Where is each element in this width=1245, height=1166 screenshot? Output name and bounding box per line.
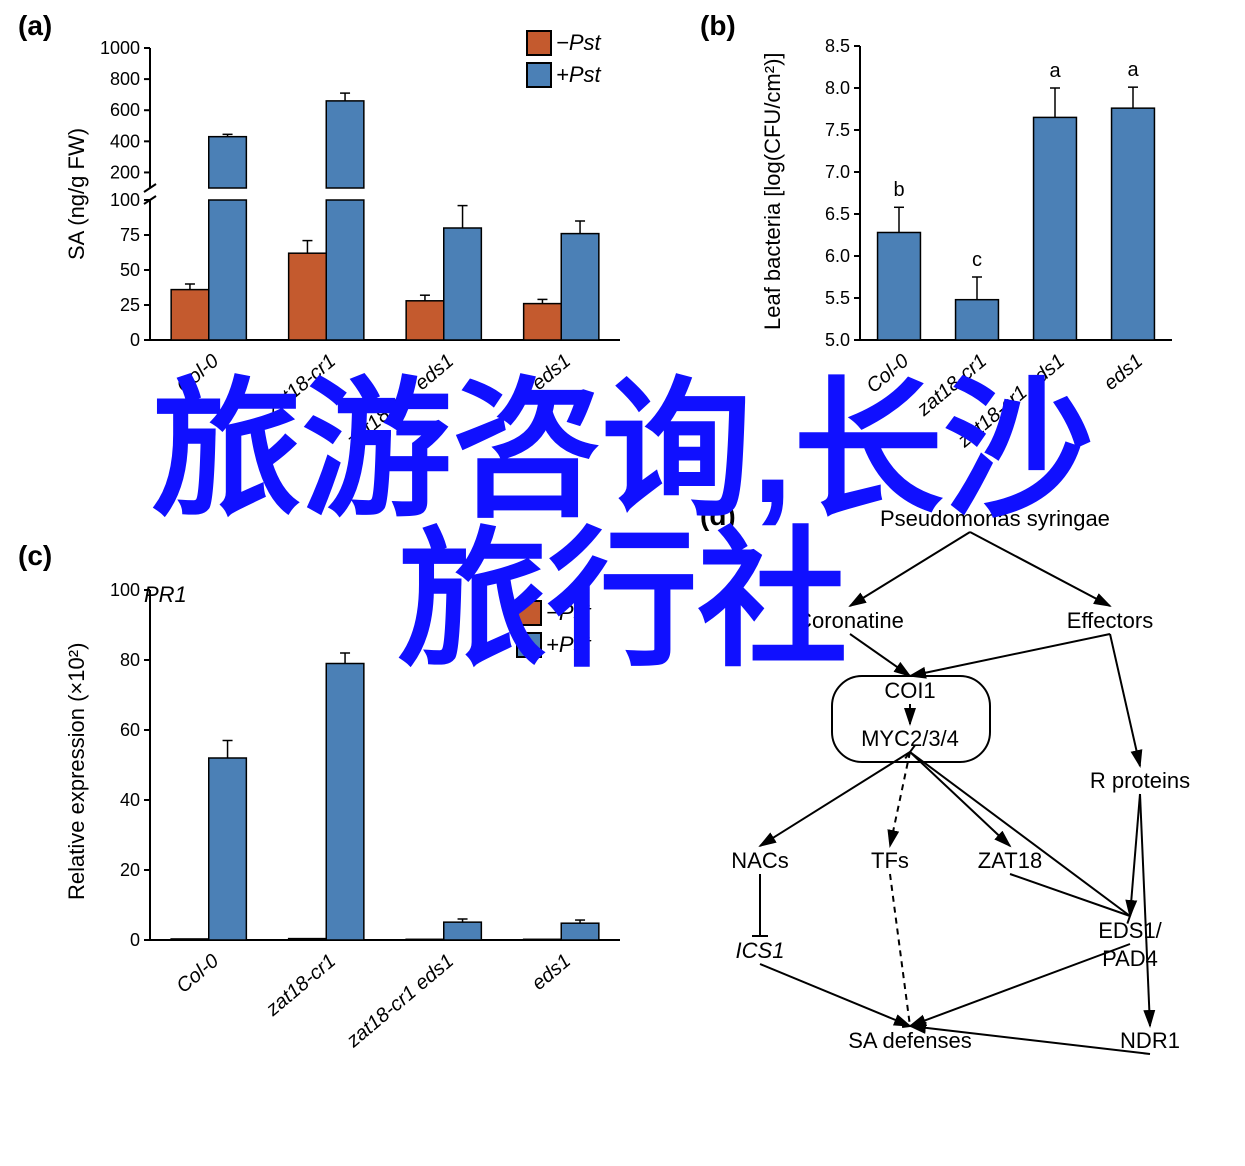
panel-c-xlabel: zat18-cr1 eds1 (337, 950, 459, 1058)
node-myc: MYC2/3/4 (820, 726, 1000, 752)
panel-a-label: (a) (18, 10, 52, 42)
panel-c-xlabel: eds1 (454, 950, 576, 1058)
node-cor: Coronatine (760, 608, 940, 634)
panel-a-xlabel: Col-0 (102, 350, 224, 458)
svg-text:8.0: 8.0 (825, 78, 850, 98)
panel-c-xlabel: Col-0 (102, 950, 224, 1058)
panel-b-sig: a (1040, 60, 1070, 83)
svg-text:25: 25 (120, 295, 140, 315)
svg-text:800: 800 (110, 69, 140, 89)
panel-a-xlabel: eds1 (454, 350, 576, 458)
panel-b-y-title: Leaf bacteria [log(CFU/cm²)] (760, 52, 786, 330)
panel-b-sig: c (962, 249, 992, 272)
node-sa: SA defenses (820, 1028, 1000, 1054)
svg-text:20: 20 (120, 860, 140, 880)
node-eds: EDS1/ (1040, 918, 1220, 944)
panel-a-xlabel: zat18-cr1 eds1 (337, 350, 459, 458)
svg-text:7.5: 7.5 (825, 120, 850, 140)
svg-text:7.0: 7.0 (825, 162, 850, 182)
panel-a-chart: 02550751002004006008001000 (110, 40, 630, 350)
panel-c-gene-label: PR1 (144, 582, 187, 608)
legend-c-minus-swatch (516, 600, 542, 626)
legend-c-plus-label: +Pst (546, 632, 591, 658)
svg-text:50: 50 (120, 260, 140, 280)
node-coi: COI1 (820, 678, 1000, 704)
legend-c-plus-swatch (516, 632, 542, 658)
panel-b-sig: b (884, 179, 914, 202)
node-eff: Effectors (1020, 608, 1200, 634)
node-ndr: NDR1 (1060, 1028, 1240, 1054)
svg-text:0: 0 (130, 330, 140, 350)
node-ps: Pseudomonas syringae (880, 506, 1060, 532)
legend-a-minus-label: −Pst (556, 30, 601, 56)
svg-text:200: 200 (110, 162, 140, 182)
svg-text:600: 600 (110, 100, 140, 120)
legend-a-plus-label: +Pst (556, 62, 601, 88)
node-zat: ZAT18 (920, 848, 1100, 874)
panel-b-sig: a (1118, 59, 1148, 82)
legend-c-minus-label: −Pst (546, 600, 591, 626)
svg-text:8.5: 8.5 (825, 36, 850, 56)
panel-b-label: (b) (700, 10, 736, 42)
panel-d-diagram (690, 500, 1230, 1120)
panel-b-chart: 5.05.56.06.57.07.58.08.5 (810, 40, 1180, 350)
panel-c-xlabel: zat18-cr1 (219, 950, 341, 1058)
panel-c-y-title: Relative expression (×10²) (64, 643, 90, 900)
svg-text:0: 0 (130, 930, 140, 950)
panel-a-y-title: SA (ng/g FW) (64, 128, 90, 260)
svg-text:60: 60 (120, 720, 140, 740)
svg-text:6.0: 6.0 (825, 246, 850, 266)
svg-text:5.5: 5.5 (825, 288, 850, 308)
svg-text:400: 400 (110, 131, 140, 151)
svg-text:100: 100 (110, 580, 140, 600)
svg-text:40: 40 (120, 790, 140, 810)
node-ics: ICS1 (670, 938, 850, 964)
legend-a-plus-swatch (526, 62, 552, 88)
svg-text:6.5: 6.5 (825, 204, 850, 224)
svg-text:100: 100 (110, 190, 140, 210)
node-rpr: R proteins (1050, 768, 1230, 794)
panel-c-label: (c) (18, 540, 52, 572)
svg-text:5.0: 5.0 (825, 330, 850, 350)
node-pad: PAD4 (1040, 946, 1220, 972)
svg-text:1000: 1000 (100, 38, 140, 58)
panel-a-xlabel: zat18-cr1 (219, 350, 341, 458)
legend-a-minus-swatch (526, 30, 552, 56)
svg-text:80: 80 (120, 650, 140, 670)
svg-text:75: 75 (120, 225, 140, 245)
